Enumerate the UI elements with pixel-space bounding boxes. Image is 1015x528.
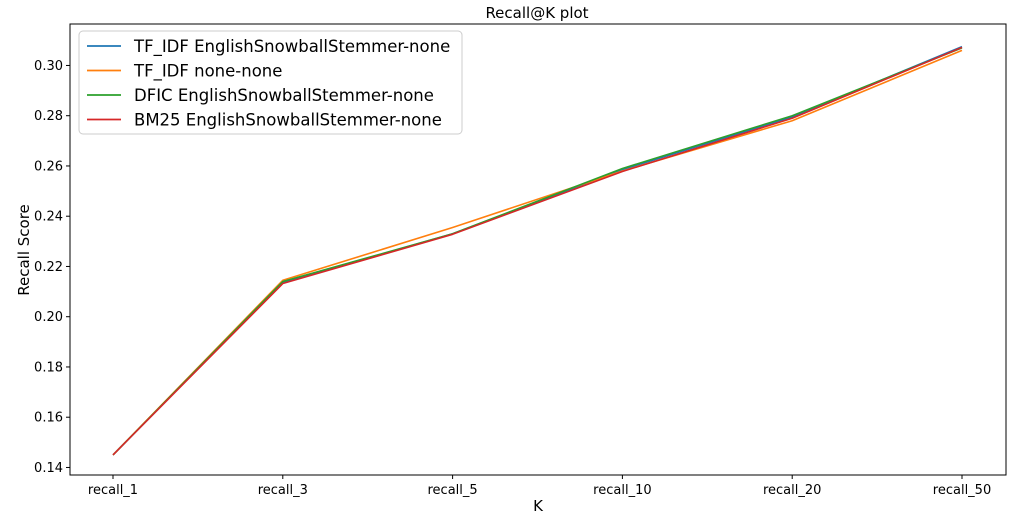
legend-entry-label: BM25 EnglishSnowballStemmer-none <box>134 111 442 130</box>
chart-title: Recall@K plot <box>485 4 588 22</box>
x-tick-label: recall_1 <box>88 483 138 498</box>
legend: TF_IDF EnglishSnowballStemmer-none TF_IDF… <box>78 30 463 135</box>
x-tick-label: recall_10 <box>593 483 651 498</box>
x-axis: recall_1 recall_3 recall_5 recall_10 recall_… <box>88 475 991 498</box>
legend-entry-label: TF_IDF none-none <box>133 62 282 82</box>
series-lines <box>112 45 963 456</box>
y-tick-label: 0.24 <box>34 210 63 225</box>
y-tick-label: 0.16 <box>34 411 63 426</box>
series-line-3 <box>112 46 963 456</box>
y-tick-label: 0.20 <box>34 310 63 325</box>
x-tick-label: recall_5 <box>428 483 478 498</box>
series-line-2 <box>112 47 963 456</box>
legend-entry-label: TF_IDF EnglishSnowballStemmer-none <box>133 37 450 57</box>
y-axis-label: Recall Score <box>15 204 33 296</box>
y-tick-label: 0.18 <box>34 360 63 375</box>
y-tick-label: 0.14 <box>34 461 63 476</box>
y-tick-label: 0.30 <box>34 59 63 74</box>
x-tick-label: recall_3 <box>258 483 308 498</box>
x-tick-label: recall_50 <box>933 483 991 498</box>
y-tick-label: 0.28 <box>34 109 63 124</box>
y-axis: 0.14 0.16 0.18 0.20 0.22 0.24 0.26 0.28 0.30 <box>34 59 70 476</box>
x-axis-label: K <box>533 497 544 515</box>
y-tick-label: 0.22 <box>34 260 63 275</box>
plot-frame <box>69 23 1007 476</box>
x-tick-label: recall_20 <box>763 483 821 498</box>
legend-entry-label: DFIC EnglishSnowballStemmer-none <box>134 86 434 105</box>
legend-box <box>78 30 463 135</box>
y-tick-label: 0.26 <box>34 159 63 174</box>
